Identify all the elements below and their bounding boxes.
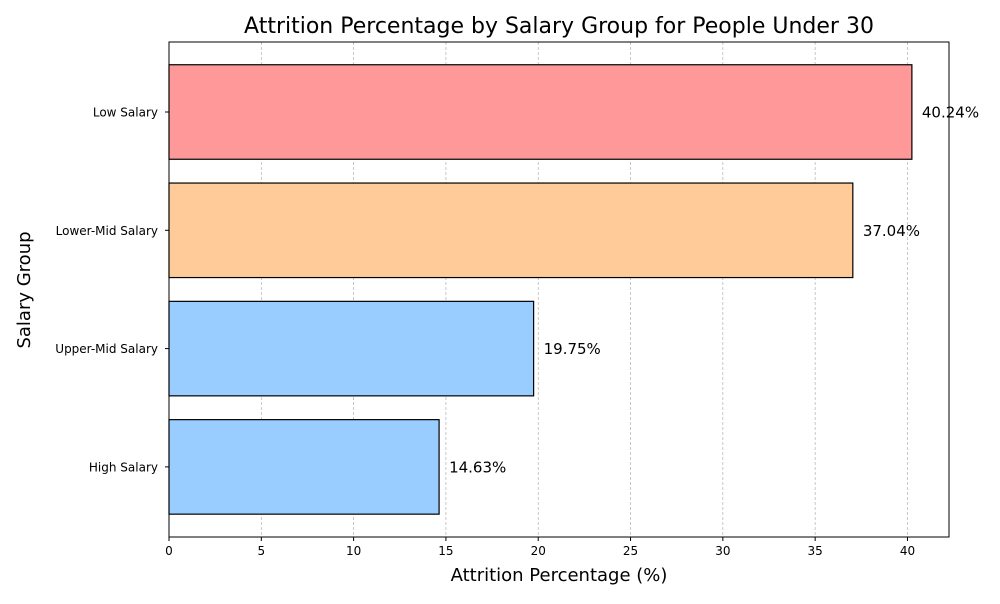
data-labels: 40.24% 37.04% 19.75% 14.63%	[449, 104, 979, 477]
y-tick-label: Lower-Mid Salary	[56, 224, 158, 238]
y-tick-label: Low Salary	[93, 106, 158, 120]
y-tick-label: High Salary	[89, 460, 158, 474]
bar	[168, 300, 535, 397]
x-tick-label: 5	[257, 544, 265, 558]
bar-data-label: 19.75%	[544, 340, 601, 358]
bar-data-label: 37.04%	[863, 222, 920, 240]
bar	[168, 419, 440, 515]
bar	[168, 64, 913, 160]
y-axis-label: Salary Group	[14, 231, 35, 348]
x-axis-label: Attrition Percentage (%)	[451, 565, 668, 586]
x-tick-label: 35	[808, 544, 823, 558]
bars-layer	[168, 64, 913, 515]
x-tick-label: 15	[438, 544, 453, 558]
x-tick-label: 40	[900, 544, 915, 558]
bar-data-label: 40.24%	[922, 104, 979, 122]
bar	[168, 182, 854, 279]
x-tick-label: 30	[715, 544, 730, 558]
x-axis-ticks: 0 5 10 15 20 25 30 35 40	[165, 537, 915, 558]
chart-title: Attrition Percentage by Salary Group for…	[244, 14, 874, 39]
y-tick-label: Upper-Mid Salary	[55, 342, 158, 356]
plot-frame	[168, 41, 950, 538]
x-tick-label: 0	[165, 544, 173, 558]
x-tick-label: 25	[623, 544, 638, 558]
bar-data-label: 14.63%	[449, 458, 506, 476]
x-tick-label: 10	[346, 544, 361, 558]
y-axis-ticks: Low Salary Lower-Mid Salary Upper-Mid Sala…	[55, 106, 169, 474]
x-tick-label: 20	[531, 544, 546, 558]
